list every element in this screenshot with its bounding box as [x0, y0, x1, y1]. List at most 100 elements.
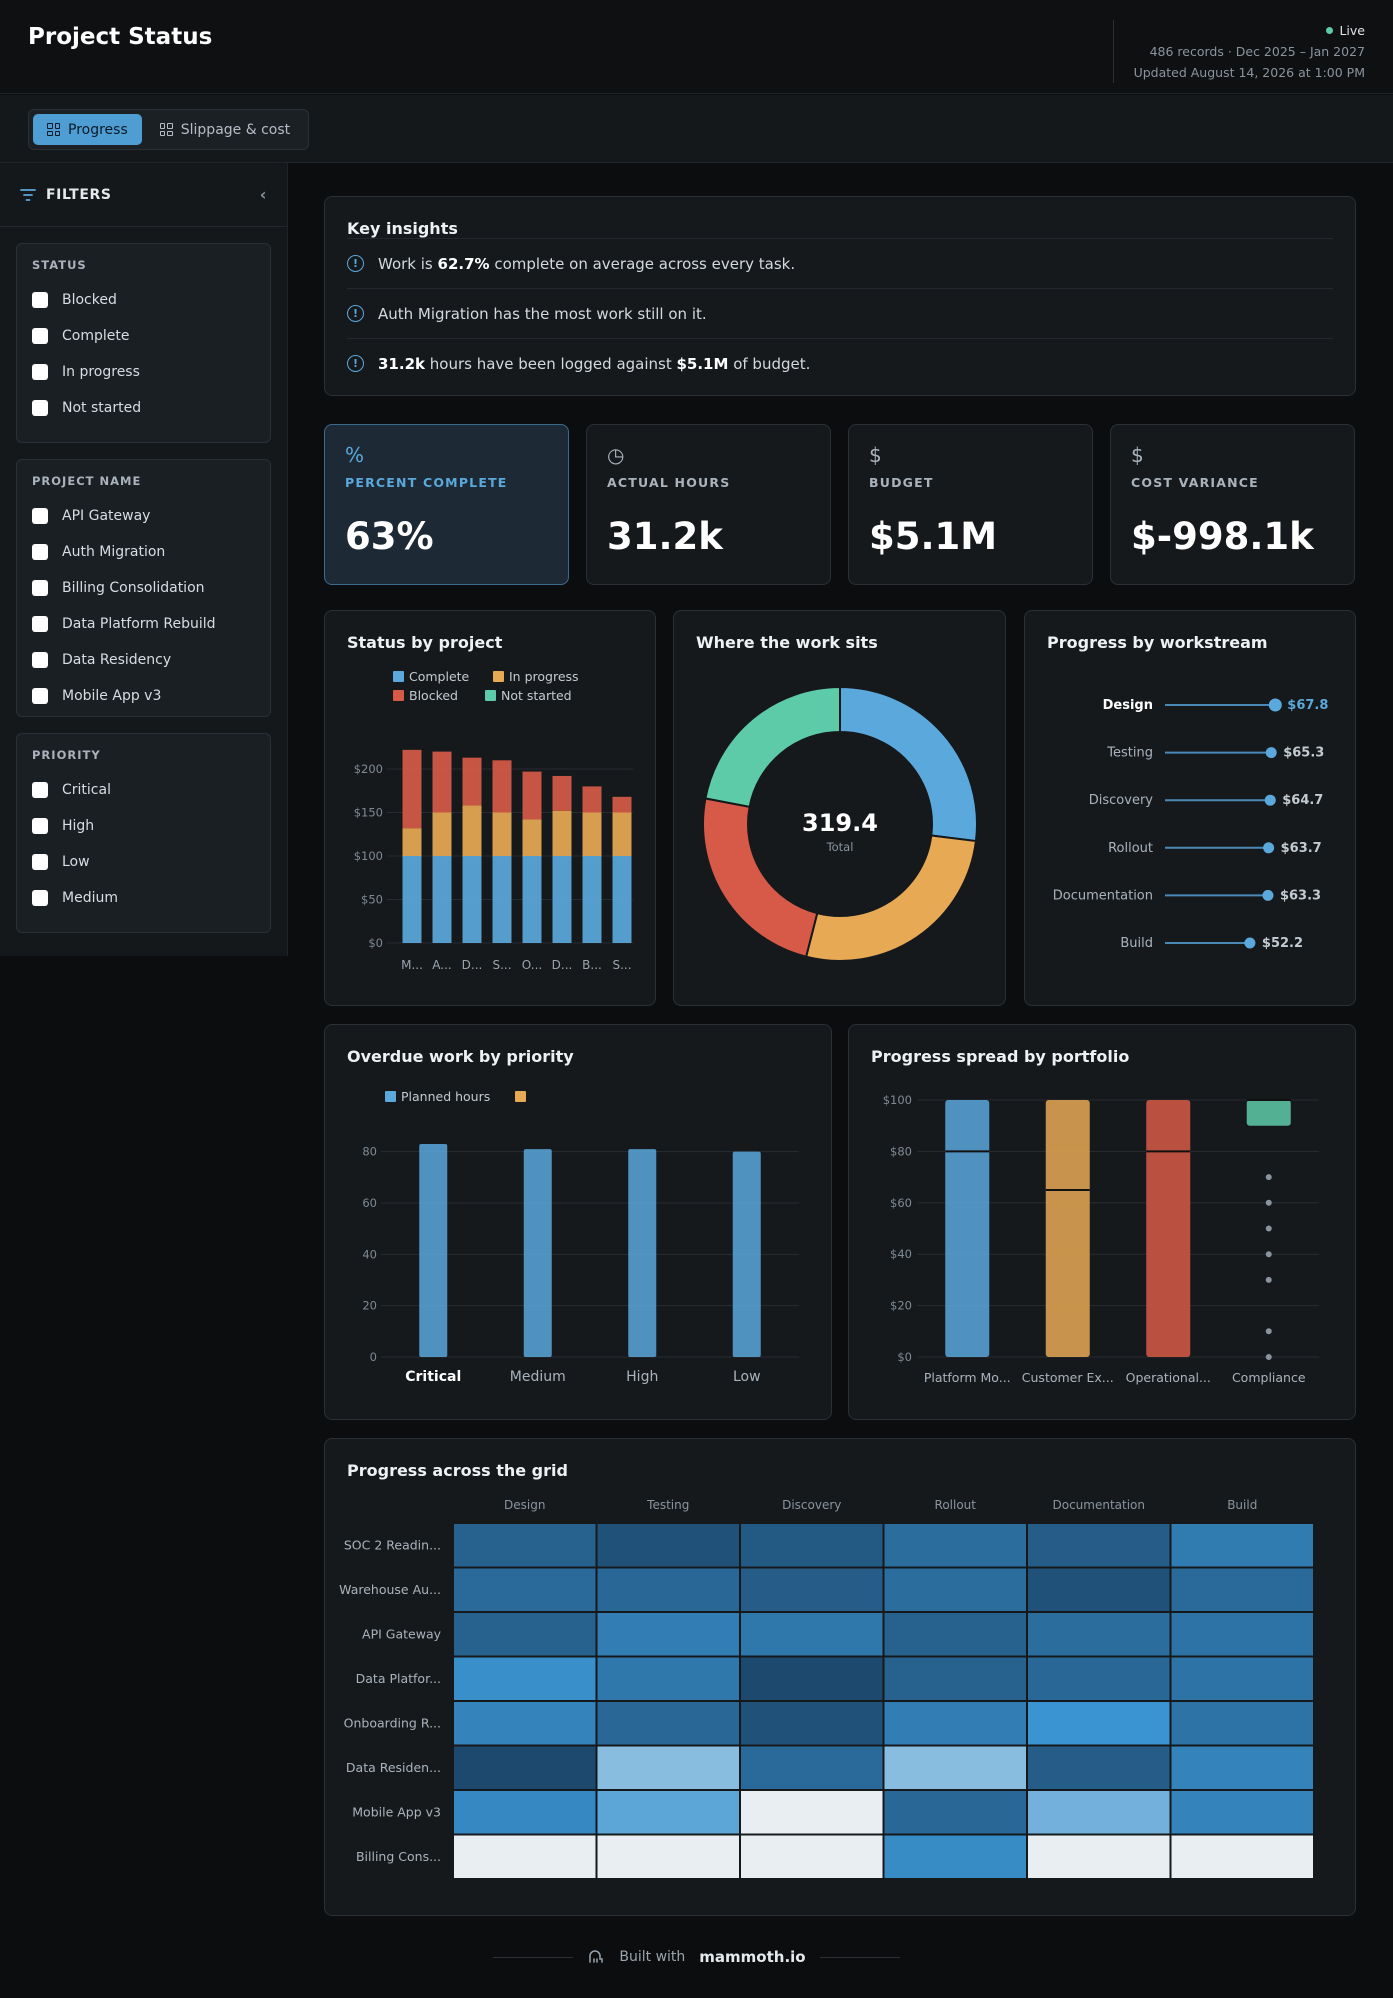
records-info: 486 records · Dec 2025 – Jan 2027 — [1149, 44, 1365, 59]
heatmap-cell — [1171, 1746, 1313, 1789]
checkbox[interactable] — [32, 400, 48, 416]
filter-option[interactable]: Data Residency — [32, 642, 255, 678]
bar-segment — [612, 796, 632, 813]
filter-option-label: Data Platform Rebuild — [62, 616, 216, 632]
heatmap-cell — [597, 1746, 739, 1789]
filter-option-label: Not started — [62, 400, 142, 416]
kpi-cost-variance[interactable]: $ COST VARIANCE $-998.1k — [1110, 424, 1355, 585]
bar — [419, 1143, 448, 1357]
checkbox[interactable] — [32, 782, 48, 798]
x-tick-label: Customer Ex... — [1022, 1370, 1114, 1385]
insight-text: 31.2k hours have been logged against $5.… — [378, 354, 811, 373]
checkbox[interactable] — [32, 652, 48, 668]
progress-spread-chart: $0 $20 $40 $60 $80 $100 Platform Mo... Customer… — [883, 1093, 1319, 1385]
row-label: Mobile App v3 — [352, 1804, 441, 1819]
checkbox[interactable] — [32, 688, 48, 704]
lollipop-dot — [1265, 747, 1277, 759]
y-tick-label: $100 — [354, 849, 383, 863]
bar-segment — [582, 812, 602, 856]
box — [1246, 1100, 1291, 1126]
heatmap-cell — [597, 1791, 739, 1834]
heatmap-cell — [741, 1613, 883, 1656]
bar-segment — [492, 856, 512, 943]
checkbox[interactable] — [32, 508, 48, 524]
checkbox[interactable] — [32, 854, 48, 870]
column-label: Design — [504, 1498, 545, 1512]
collapse-chevron-icon[interactable]: ‹ — [259, 185, 267, 204]
checkbox[interactable] — [32, 890, 48, 906]
brand-link[interactable]: mammoth.io — [699, 1948, 806, 1966]
checkbox[interactable] — [32, 580, 48, 596]
filter-option[interactable]: API Gateway — [32, 498, 255, 534]
category-label: Rollout — [1108, 841, 1153, 856]
info-icon: ! — [347, 305, 364, 322]
outlier-dot — [1265, 1174, 1272, 1181]
filter-group-title: PRIORITY — [32, 748, 101, 762]
bar-segment — [432, 812, 452, 856]
checkbox[interactable] — [32, 328, 48, 344]
checkbox[interactable] — [32, 292, 48, 308]
live-indicator: Live — [1134, 20, 1365, 41]
filter-group-title: PROJECT NAME — [32, 474, 142, 488]
progress-by-workstream-card: Progress by workstream Design $67.8 Testin… — [1024, 610, 1356, 1006]
heatmap-cell — [1171, 1524, 1313, 1567]
kpi-actual-hours[interactable]: ◷ ACTUAL HOURS 31.2k — [586, 424, 831, 585]
heatmap-cell — [884, 1746, 1026, 1789]
heatmap-cell — [741, 1835, 883, 1878]
kpi-percent-complete[interactable]: % PERCENT COMPLETE 63% — [324, 424, 569, 585]
heatmap-cell — [1171, 1835, 1313, 1878]
overdue-work-card: Overdue work by priority Planned hours 0 2… — [324, 1024, 832, 1420]
value-label: $64.7 — [1282, 793, 1323, 808]
filter-option[interactable]: Low — [32, 844, 255, 880]
card-title: Progress across the grid — [347, 1461, 568, 1480]
y-tick-label: $200 — [354, 762, 383, 776]
heatmap-cell — [741, 1524, 883, 1567]
progress-grid-heatmap: Design Testing Discovery Rollout Documentati… — [339, 1498, 1313, 1878]
progress-grid-card: Progress across the grid Design Testing Di… — [324, 1438, 1356, 1916]
bar-segment — [522, 819, 542, 856]
tab-progress[interactable]: Progress — [33, 114, 142, 145]
built-with-label: Built with — [619, 1949, 686, 1965]
heatmap-cell — [597, 1657, 739, 1700]
lollipop-dot — [1268, 698, 1282, 712]
bar-segment — [462, 757, 482, 806]
live-dot-icon — [1326, 27, 1334, 34]
box — [945, 1100, 990, 1357]
y-tick-label: $80 — [890, 1144, 912, 1158]
category-label: Design — [1103, 698, 1153, 713]
checkbox[interactable] — [32, 544, 48, 560]
footer-divider — [493, 1956, 574, 1958]
x-tick-label: High — [626, 1369, 658, 1385]
checkbox[interactable] — [32, 818, 48, 834]
filter-option[interactable]: Data Platform Rebuild — [32, 606, 255, 642]
x-tick-label: Compliance — [1232, 1370, 1306, 1385]
heatmap-cell — [741, 1568, 883, 1611]
filter-option[interactable]: Critical — [32, 772, 255, 808]
heatmap-cell — [1171, 1657, 1313, 1700]
where-work-sits-chart: 319.4 Total — [702, 685, 978, 962]
filter-option[interactable]: Not started — [32, 390, 255, 426]
donut-slice — [702, 797, 819, 958]
kpi-budget[interactable]: $ BUDGET $5.1M — [848, 424, 1093, 585]
tab-label: Progress — [68, 121, 128, 138]
filter-option[interactable]: Medium — [32, 880, 255, 916]
kpi-value: 31.2k — [607, 515, 723, 558]
filter-option[interactable]: In progress — [32, 354, 255, 390]
x-tick-label: Medium — [510, 1369, 566, 1385]
heatmap-cell — [454, 1613, 596, 1656]
y-tick-label: 0 — [370, 1350, 377, 1364]
filter-option[interactable]: Auth Migration — [32, 534, 255, 570]
checkbox[interactable] — [32, 364, 48, 380]
filter-option[interactable]: Billing Consolidation — [32, 570, 255, 606]
filter-option[interactable]: Blocked — [32, 282, 255, 318]
y-tick-label: 40 — [362, 1247, 377, 1261]
checkbox[interactable] — [32, 616, 48, 632]
tab-slippage-cost[interactable]: Slippage & cost — [146, 114, 304, 145]
filter-option[interactable]: High — [32, 808, 255, 844]
filter-option[interactable]: Mobile App v3 — [32, 678, 255, 714]
donut-center-label: Total — [826, 840, 854, 854]
filter-icon — [20, 188, 36, 201]
legend-swatch — [515, 1091, 526, 1102]
filter-option[interactable]: Complete — [32, 318, 255, 354]
heatmap-cell — [1028, 1524, 1170, 1567]
